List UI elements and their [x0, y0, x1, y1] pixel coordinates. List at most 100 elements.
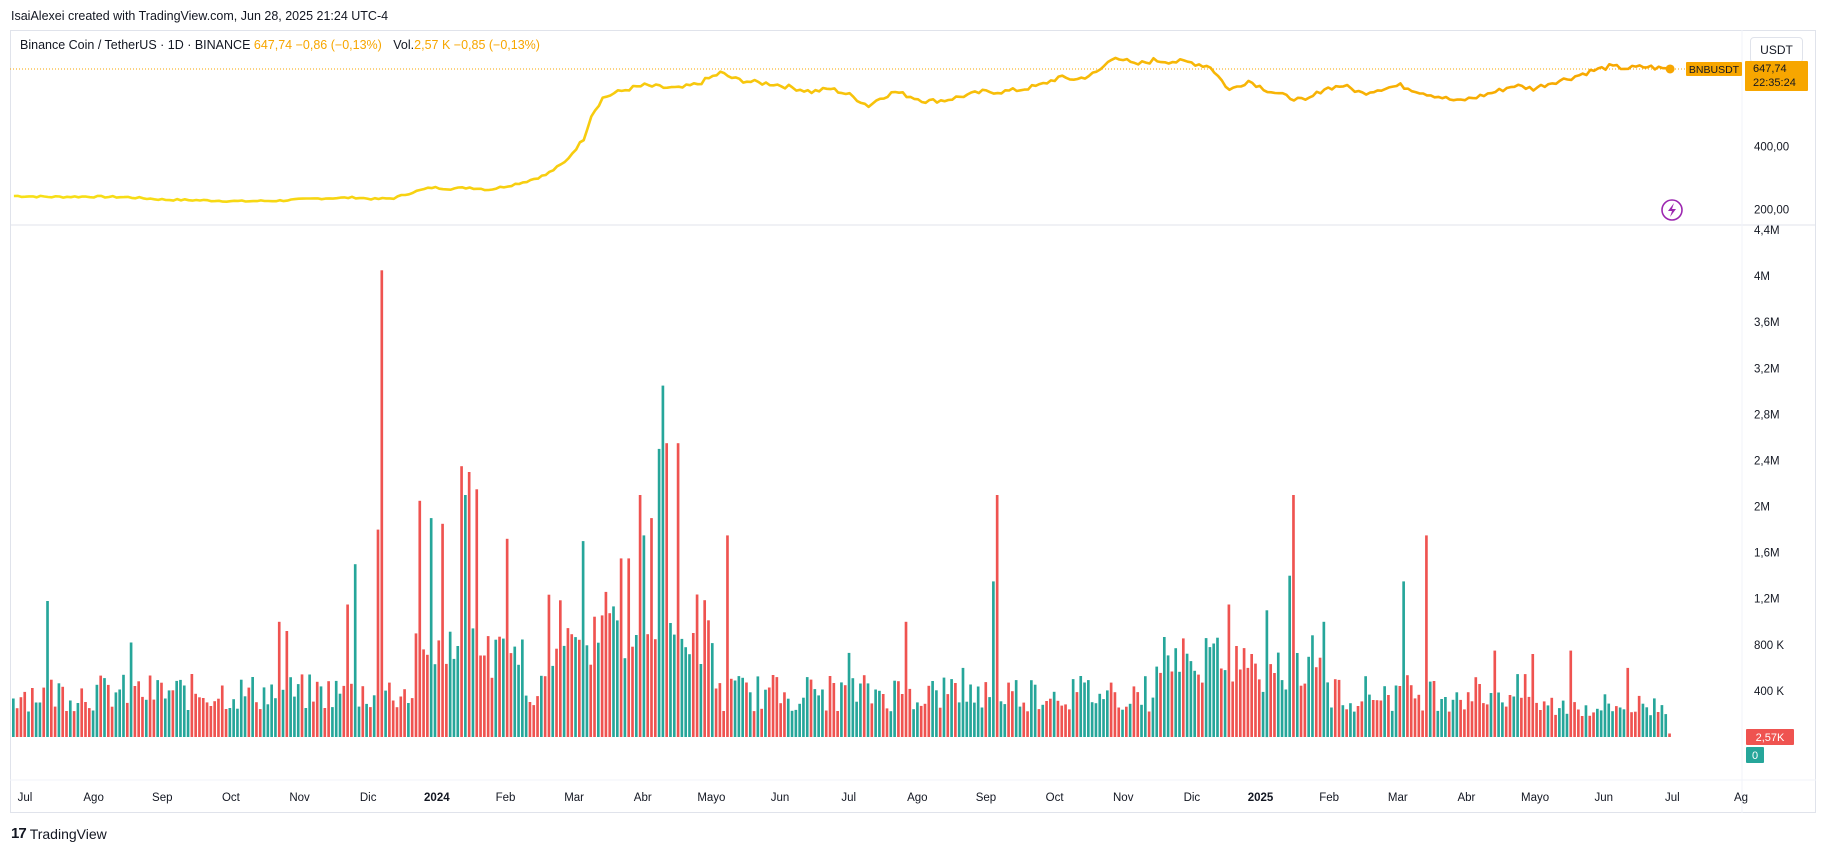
volume-bar [1596, 708, 1599, 737]
currency-button[interactable]: USDT [1750, 37, 1803, 63]
volume-bar [1014, 680, 1018, 737]
volume-bar [1307, 656, 1310, 737]
volume-bar [551, 665, 555, 737]
volume-bar [1212, 643, 1216, 737]
volume-bar [596, 642, 600, 737]
volume-bar [312, 701, 315, 737]
volume-bar [938, 707, 942, 737]
volume-bar [1561, 700, 1565, 737]
volume-axis-tick-label: 2,4M [1754, 455, 1780, 467]
volume-bar [1337, 679, 1341, 737]
volume-bar [691, 633, 695, 737]
time-axis-tick-label: Dic [1184, 792, 1201, 804]
lightning-icon-glyph [1668, 203, 1676, 217]
volume-bar [1140, 704, 1143, 737]
volume-bar [247, 687, 251, 737]
volume-bar [15, 708, 19, 737]
price-series-line[interactable] [13, 56, 1671, 203]
volume-bar [885, 708, 889, 737]
volume-bar [900, 694, 904, 737]
volume-bar [1603, 694, 1607, 737]
volume-bar [156, 680, 160, 737]
volume-bar [600, 615, 604, 737]
volume-bar [182, 685, 186, 737]
volume-bar [805, 677, 809, 737]
volume-bar [619, 558, 623, 737]
volume-bar [1056, 700, 1060, 737]
volume-bar [999, 701, 1003, 737]
price-badge-countdown: 22:35:24 [1753, 77, 1796, 89]
symbol-title[interactable]: Binance Coin / TetherUS · 1D · BINANCE [20, 38, 251, 52]
time-axis-tick-label: Feb [496, 792, 516, 804]
volume-bar [84, 702, 87, 737]
volume-bar [1117, 707, 1121, 737]
volume-bar [821, 689, 824, 737]
volume-bar [540, 675, 543, 737]
volume-bar [1634, 711, 1637, 737]
volume-bar [1588, 715, 1592, 737]
volume-bar [483, 655, 486, 737]
volume-bar [1592, 712, 1595, 737]
legend-change: −0,86 (−0,13%) [295, 38, 382, 52]
volume-bar [1007, 682, 1010, 737]
volume-bar [509, 653, 513, 737]
volume-bar [460, 466, 463, 737]
volume-bar [498, 636, 501, 737]
volume-bar [1314, 667, 1318, 737]
volume-bar [661, 385, 665, 737]
volume-bar [57, 683, 61, 737]
volume-bar [1280, 680, 1284, 737]
volume-bar [1094, 703, 1098, 737]
volume-bar [452, 658, 456, 737]
price-axis-tick-label: 400,00 [1754, 142, 1789, 154]
volume-bar [802, 697, 805, 737]
volume-label[interactable]: Vol. [393, 38, 415, 52]
tradingview-logo[interactable]: 17 TradingView [11, 825, 107, 842]
volume-bar [798, 703, 801, 737]
volume-bar [1516, 674, 1519, 737]
volume-bar [1440, 699, 1443, 737]
volume-bar [1132, 686, 1136, 737]
volume-bar [699, 664, 703, 737]
volume-bar [426, 654, 429, 737]
volume-bar [1607, 703, 1611, 737]
time-axis-tick-label: Ago [907, 792, 927, 804]
volume-bar [517, 664, 520, 737]
volume-buy-badge [1746, 747, 1764, 763]
volume-bar [353, 564, 357, 737]
volume-bar [1653, 698, 1656, 737]
volume-bar [729, 678, 733, 737]
volume-bar [304, 708, 308, 737]
volume-bar [213, 701, 216, 737]
volume-bar [657, 448, 661, 737]
volume-bar [201, 698, 205, 737]
volume-bar [281, 689, 285, 737]
volume-bar [266, 704, 270, 737]
tradingview-logo-text: TradingView [29, 825, 107, 842]
symbol-legend[interactable]: Binance Coin / TetherUS · 1D · BINANCE 6… [20, 38, 540, 52]
volume-bar [574, 637, 577, 737]
volume-bar [331, 707, 334, 737]
volume-bar [688, 654, 691, 737]
volume-bar [703, 600, 707, 737]
volume-bar [319, 686, 323, 737]
volume-bar [912, 709, 915, 737]
volume-bar [175, 680, 178, 737]
volume-bar [395, 707, 399, 737]
volume-bar [851, 678, 855, 737]
volume-bar [1649, 715, 1652, 737]
volume-bar [532, 705, 536, 737]
time-axis-tick-label: Ag [1734, 792, 1748, 804]
volume-axis-tick-label: 2M [1754, 502, 1770, 514]
volume-bar [179, 679, 182, 737]
volume-bar [1026, 711, 1029, 737]
volume-bar [992, 581, 995, 737]
volume-bar [1178, 671, 1181, 737]
volume-bar [980, 707, 984, 737]
volume-bar [1193, 670, 1197, 737]
volume-bar [1383, 686, 1386, 737]
volume-bar [1474, 677, 1478, 737]
volume-bar [672, 634, 676, 737]
volume-bar [589, 664, 593, 737]
